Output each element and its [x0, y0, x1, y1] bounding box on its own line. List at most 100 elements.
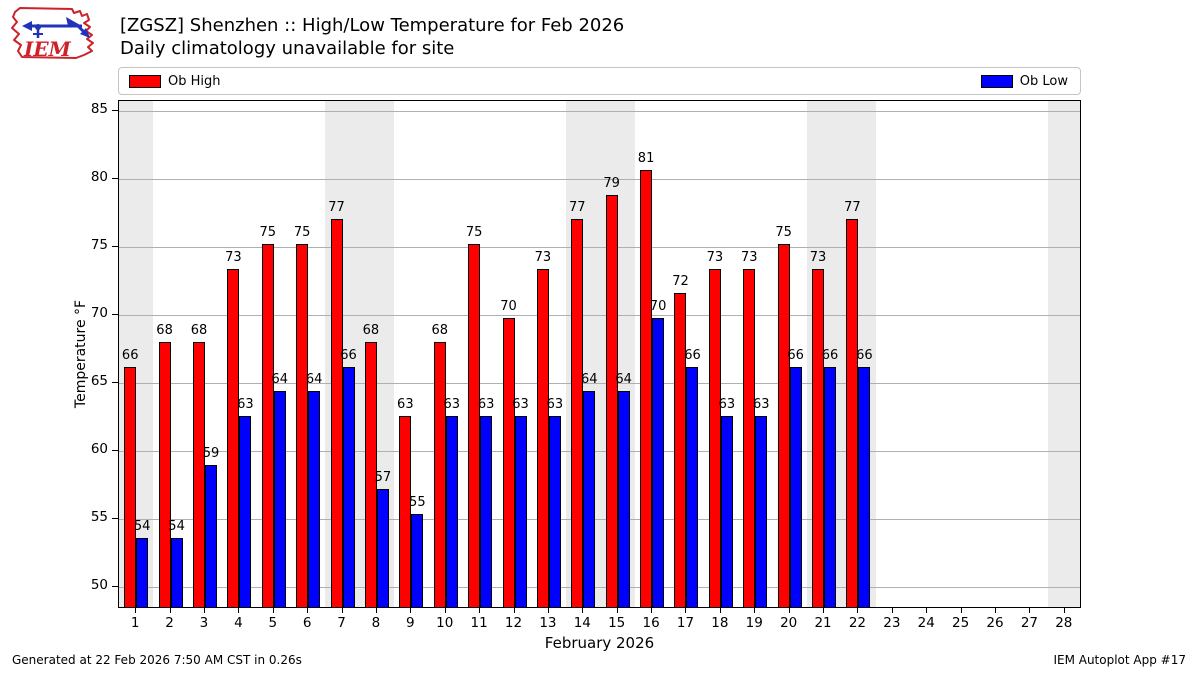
- x-tick-mark: [926, 608, 928, 613]
- x-tick-label: 3: [199, 615, 209, 631]
- y-tick-mark: [112, 586, 118, 588]
- iem-logo: IEM: [11, 7, 94, 61]
- x-tick-mark: [651, 608, 653, 613]
- bar-high: [536, 268, 549, 607]
- x-tick-mark: [857, 608, 859, 613]
- x-tick-mark: [788, 608, 790, 613]
- bar-label-high: 75: [293, 225, 311, 240]
- bar-high: [605, 194, 618, 607]
- bar-label-low: 66: [787, 347, 804, 363]
- gridline: [119, 382, 1080, 384]
- bar-high: [571, 219, 584, 607]
- bar-label-low: 64: [305, 372, 323, 388]
- bar-high: [640, 170, 653, 607]
- bar-high: [330, 219, 343, 607]
- bar-high: [502, 317, 515, 607]
- x-tick-label: 15: [608, 615, 626, 631]
- bar-low: [480, 415, 493, 607]
- bar-label-low: 66: [856, 347, 873, 363]
- bar-label-high: 68: [431, 323, 448, 339]
- y-tick-label: 80: [90, 168, 108, 185]
- bar-label-high: 73: [740, 249, 758, 265]
- y-axis-title: Temperature °F: [73, 299, 89, 409]
- bar-label-high: 75: [465, 225, 483, 240]
- x-tick-mark: [341, 608, 343, 613]
- y-tick-mark: [112, 245, 118, 247]
- bar-label-high: 79: [603, 175, 620, 191]
- gridline: [119, 178, 1080, 180]
- x-tick-label: 21: [814, 615, 832, 631]
- gridline: [119, 314, 1080, 316]
- weather-vane-icon: [22, 17, 90, 38]
- bar-high: [777, 244, 790, 607]
- bar-label-low: 54: [133, 519, 151, 535]
- x-tick-mark: [513, 608, 515, 613]
- y-tick-mark: [112, 450, 118, 452]
- bar-label-high: 68: [190, 323, 208, 339]
- legend-item-high: Ob High: [129, 74, 221, 89]
- bar-label-high: 73: [534, 249, 552, 265]
- y-tick-label: 75: [90, 236, 108, 253]
- x-tick-mark: [823, 608, 825, 613]
- bar-high: [812, 268, 825, 607]
- x-tick-label: 7: [337, 615, 346, 631]
- bar-low: [136, 538, 149, 607]
- x-tick-mark: [616, 608, 618, 613]
- y-tick-mark: [112, 109, 118, 111]
- x-tick-label: 4: [234, 615, 243, 631]
- x-tick-label: 10: [436, 615, 454, 631]
- x-tick-label: 14: [573, 615, 591, 631]
- bar-label-low: 63: [546, 396, 564, 412]
- x-tick-label: 24: [917, 615, 935, 631]
- gridline: [119, 246, 1080, 248]
- bar-low: [170, 538, 183, 607]
- bar-low: [445, 415, 458, 607]
- legend-item-low: Ob Low: [980, 74, 1068, 89]
- bar-high: [468, 244, 481, 607]
- x-tick-mark: [307, 608, 309, 613]
- y-tick-label: 85: [90, 100, 108, 117]
- x-tick-label: 20: [780, 615, 798, 631]
- legend: Ob High Ob Low: [118, 67, 1081, 95]
- x-tick-mark: [169, 608, 171, 613]
- x-tick-mark: [685, 608, 687, 613]
- bar-label-low: 66: [340, 347, 357, 363]
- bar-high: [158, 342, 171, 607]
- bar-label-low: 63: [443, 396, 460, 412]
- low-swatch-icon: [980, 74, 1013, 88]
- x-tick-label: 12: [504, 615, 523, 631]
- x-tick-mark: [960, 608, 962, 613]
- gridline: [119, 519, 1080, 521]
- bar-label-low: 55: [409, 494, 426, 510]
- x-tick-label: 5: [268, 615, 278, 631]
- gridline: [119, 110, 1080, 112]
- bar-label-low: 63: [477, 396, 495, 412]
- x-tick-label: 17: [676, 615, 695, 631]
- bar-label-high: 73: [225, 249, 242, 265]
- x-axis-title: February 2026: [544, 634, 655, 652]
- bar-label-low: 63: [237, 396, 254, 412]
- y-tick-label: 70: [90, 304, 108, 321]
- gridline: [119, 587, 1080, 589]
- y-tick-label: 60: [90, 441, 108, 458]
- bar-label-high: 68: [156, 323, 173, 339]
- bar-label-high: 72: [672, 274, 689, 290]
- gridline: [119, 451, 1080, 453]
- bar-label-high: 77: [328, 200, 345, 216]
- x-tick-label: 27: [1020, 615, 1038, 631]
- x-tick-mark: [1029, 608, 1031, 613]
- high-swatch-icon: [129, 74, 161, 88]
- bar-high: [227, 268, 240, 607]
- bar-low: [273, 391, 286, 607]
- bar-high: [743, 268, 756, 607]
- x-tick-mark: [719, 608, 721, 613]
- bar-low: [514, 415, 527, 607]
- bar-low: [583, 391, 596, 607]
- chart-title: [ZGSZ] Shenzhen :: High/Low Temperature …: [120, 15, 625, 36]
- x-tick-mark: [582, 608, 584, 613]
- bar-label-low: 66: [684, 347, 701, 363]
- x-tick-label: 11: [470, 615, 488, 631]
- x-tick-mark: [995, 608, 997, 613]
- x-tick-label: 1: [130, 615, 140, 631]
- bar-label-low: 64: [615, 372, 632, 388]
